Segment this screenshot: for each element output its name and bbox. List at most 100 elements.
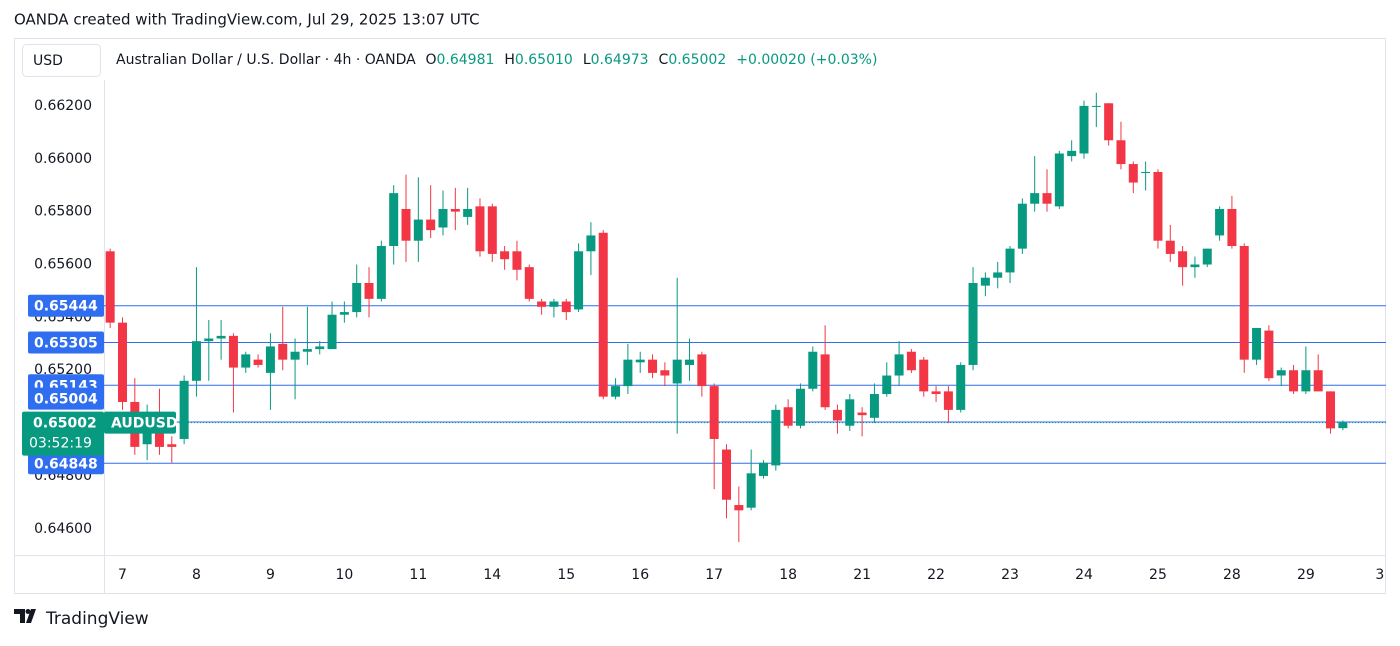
candle-body — [117, 322, 127, 402]
candle-body — [1079, 105, 1089, 154]
candle-body — [1178, 251, 1188, 268]
candle-body — [931, 391, 941, 395]
candle-body — [574, 251, 584, 310]
candle-body — [1190, 264, 1200, 268]
candle-body — [1054, 153, 1064, 207]
level-label-box — [28, 294, 104, 317]
candle-body — [1338, 422, 1348, 429]
y-tick-label: 0.65800 — [34, 204, 92, 220]
candle-body — [1227, 208, 1237, 246]
candle-body — [1153, 171, 1163, 241]
x-tick-label: 10 — [335, 567, 353, 583]
candle-body — [339, 312, 349, 315]
candle-body — [302, 349, 312, 352]
candle-body — [426, 219, 436, 231]
level-label: 0.65305 — [34, 335, 98, 351]
x-tick-label: 22 — [927, 567, 945, 583]
candle-body — [290, 351, 300, 360]
y-tick-label: 0.65600 — [34, 257, 92, 273]
candle-body — [1276, 370, 1286, 376]
candle-body — [1030, 193, 1040, 204]
candle-body — [968, 283, 978, 365]
candle-body — [167, 444, 177, 447]
candle-body — [154, 423, 164, 447]
candle-body — [352, 283, 362, 313]
candle-body — [315, 346, 325, 350]
title: Australian Dollar / U.S. Dollar · 4h · O… — [116, 52, 416, 68]
candle-body — [500, 251, 510, 260]
ohlc-value: 0.64973 — [591, 52, 649, 68]
ohlc-value: 0.64981 — [436, 52, 494, 68]
candle-body — [376, 245, 386, 299]
x-tick-label: 18 — [779, 567, 797, 583]
candle-body — [278, 343, 288, 360]
candle-body — [204, 338, 214, 342]
currency-button[interactable] — [22, 44, 101, 77]
candle-body — [364, 283, 374, 299]
candle-body — [253, 359, 263, 365]
candle-body — [413, 219, 423, 241]
ohlc-key: C — [659, 52, 669, 68]
candle-body — [906, 351, 916, 371]
x-tick-label: 28 — [1223, 567, 1241, 583]
candle-body — [795, 388, 805, 426]
candle-body — [635, 359, 645, 363]
candle-body — [142, 423, 152, 445]
ohlc-key: O — [425, 52, 436, 68]
candle-body — [993, 272, 1003, 278]
candle-body — [401, 208, 411, 241]
candle-body — [463, 208, 473, 217]
x-tick-label: 14 — [483, 567, 501, 583]
last-price-label: 0.65002 — [33, 416, 97, 432]
level-label: 0.65444 — [34, 299, 98, 315]
candle-body — [512, 251, 522, 270]
x-tick-label: 16 — [631, 567, 649, 583]
candle-body — [265, 346, 275, 373]
candle-body — [450, 208, 460, 212]
candle-body — [1128, 164, 1138, 183]
candle-body — [611, 386, 621, 397]
candle-body — [771, 409, 781, 466]
candle-body — [832, 409, 842, 421]
x-tick-label: 23 — [1001, 567, 1019, 583]
currency[interactable]: USD — [33, 53, 63, 69]
level-label-box — [28, 452, 104, 475]
x-tick-label: 29 — [1297, 567, 1315, 583]
candle-body — [1091, 105, 1101, 107]
candle-body — [882, 375, 892, 395]
x-tick-label: 25 — [1149, 567, 1167, 583]
candle-body — [475, 206, 485, 252]
footer-brand: TradingView — [45, 609, 149, 629]
candle-body — [1165, 240, 1175, 254]
candle-body — [1067, 150, 1077, 157]
x-tick-label: 7 — [118, 567, 127, 583]
ohlc-value: 0.65002 — [668, 52, 726, 68]
candle-body — [1289, 370, 1299, 392]
candle-body — [179, 380, 189, 439]
candle-body — [672, 359, 682, 384]
candle-body — [722, 449, 732, 500]
candle-body — [561, 301, 571, 313]
candle-body — [241, 354, 251, 368]
candle-body — [1239, 245, 1249, 360]
ohlc-value: 0.65010 — [515, 52, 573, 68]
candle-body — [105, 251, 115, 323]
candle-body — [956, 364, 966, 410]
candle-body — [586, 235, 596, 252]
x-tick-label: 17 — [705, 567, 723, 583]
candle-body — [327, 314, 337, 350]
candle-body — [598, 232, 608, 397]
candle-body — [820, 354, 830, 408]
candle-body — [1202, 248, 1212, 265]
countdown: 03:52:19 — [29, 436, 92, 452]
x-tick-label: 15 — [557, 567, 575, 583]
symbol-box — [104, 411, 176, 434]
candle-body — [1104, 103, 1114, 141]
candle-body — [623, 359, 633, 387]
candle-body — [438, 208, 448, 228]
candle-body — [1301, 370, 1311, 392]
x-tick-label: 3 — [1375, 567, 1384, 583]
time-axis: 7 8 9 10 11 14 15 16 17 18 21 22 23 24 25 28 29 3 — [118, 567, 1384, 583]
